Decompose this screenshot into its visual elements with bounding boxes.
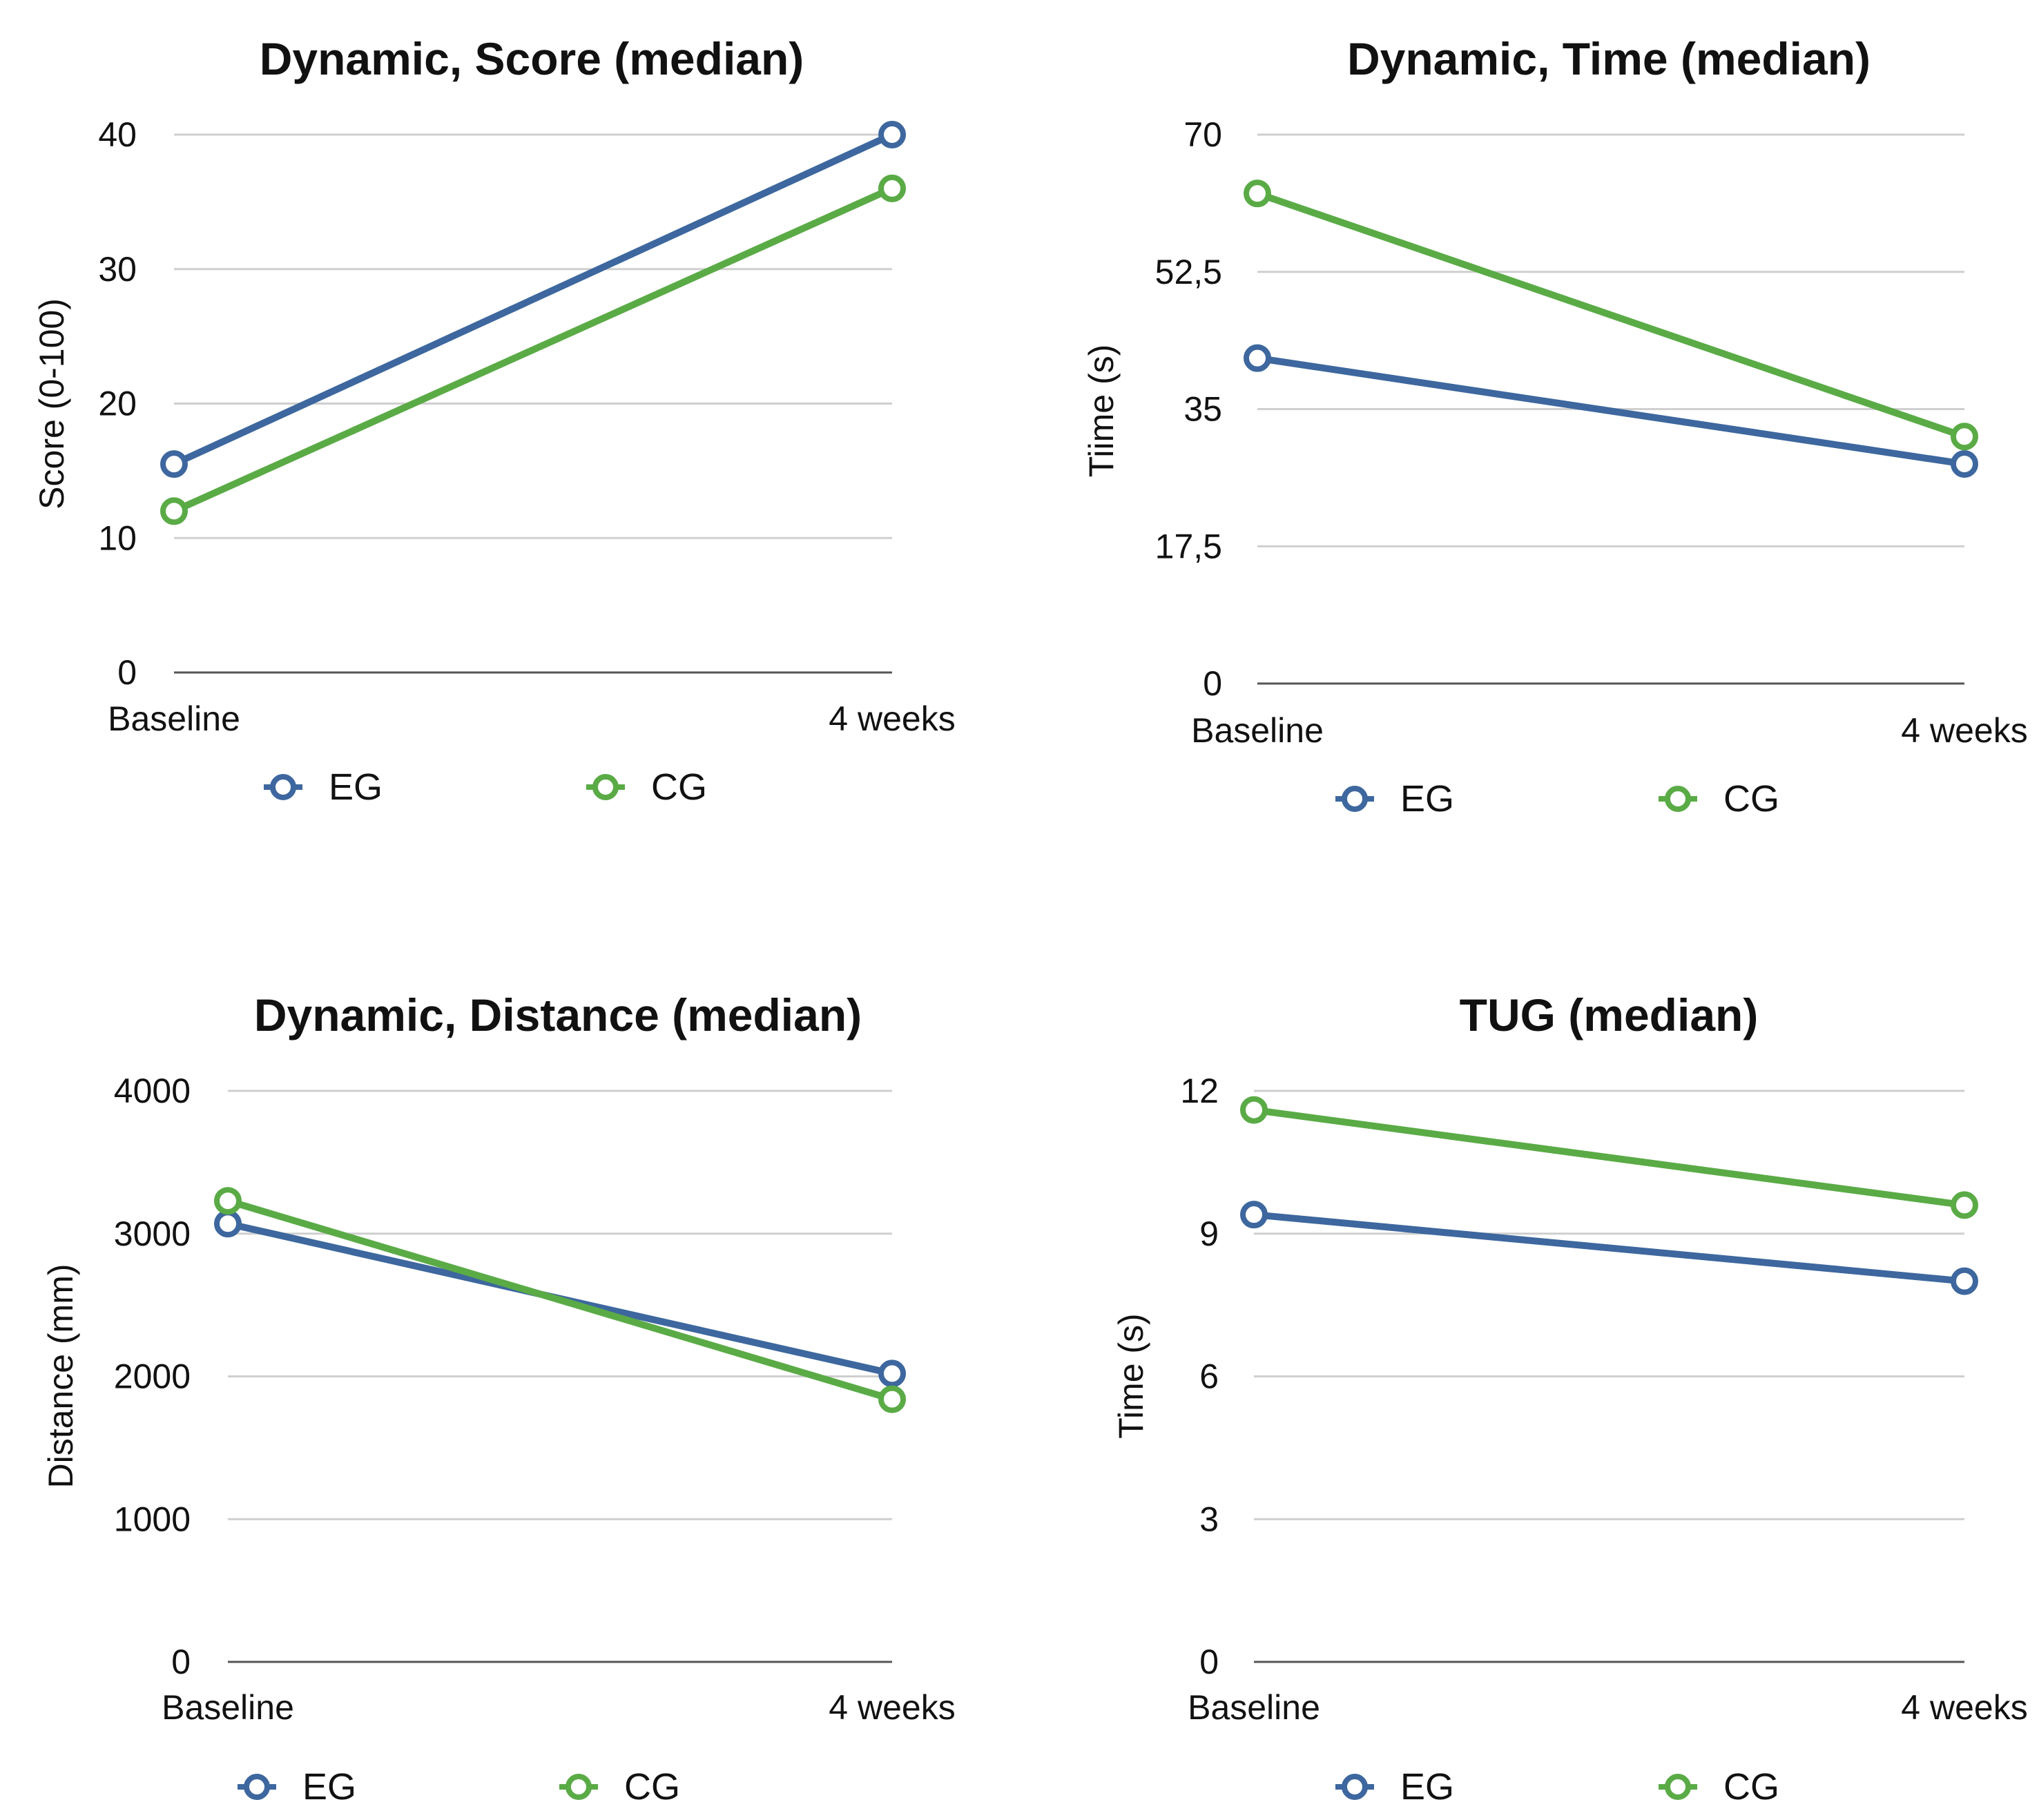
series-line-cg [226,1197,893,1403]
data-point-cg [214,1187,242,1215]
x-tick-label: 4 weeks [1901,1688,2027,1727]
y-tick-label: 3000 [114,1214,191,1253]
x-tick-label: 4 weeks [829,1688,955,1727]
data-point-cg [878,174,906,202]
legend-label-eg: EG [302,1766,356,1808]
y-tick-label: 3 [1199,1500,1219,1538]
data-point-cg [1951,423,1978,451]
y-tick-label: 9 [1199,1214,1219,1253]
data-point-eg [1951,450,1978,478]
data-point-eg [214,1210,242,1238]
y-tick-label: 0 [117,653,137,692]
legend-marker-eg [1342,1774,1368,1800]
data-point-cg [1240,1096,1268,1124]
y-tick-label: 52,5 [1155,253,1222,291]
chart-title: TUG (median) [1460,989,1759,1040]
x-tick-label: Baseline [162,1688,294,1727]
y-tick-label: 6 [1199,1357,1219,1396]
legend-label-cg: CG [624,1766,680,1808]
y-tick-label: 2000 [114,1357,191,1396]
chart-title: Dynamic, Score (median) [260,33,804,84]
data-point-eg [1951,1267,1978,1295]
chart-panel-dynamic-time: Dynamic, Time (median) 0 17,5 35 52,5 70 Tiime… [1082,33,2028,820]
legend-marker-cg [1665,1774,1691,1800]
legend-label-eg: EG [1400,1766,1454,1808]
data-point-cg [878,1385,906,1413]
y-tick-label: 12 [1180,1072,1219,1110]
y-tick-label: 17,5 [1155,527,1222,565]
y-tick-label: 10 [98,519,137,557]
data-point-cg [160,497,188,525]
legend-label-eg: EG [329,766,383,808]
legend-marker-cg [1665,786,1691,812]
series-line-eg [1257,354,1965,467]
x-tick-label: Baseline [108,699,240,738]
series-line-eg [172,131,894,467]
y-axis-label: Tiime (s) [1082,345,1121,478]
chart-panel-tug: TUG (median) 0 3 6 9 12 Time (s) Baseline 4 week… [1112,989,2028,1808]
y-tick-label: 4000 [114,1072,191,1110]
data-point-eg [1244,344,1271,372]
legend-marker-cg [592,774,619,800]
x-tick-label: 4 weeks [1901,711,2027,750]
data-point-cg [1244,180,1271,208]
series-line-cg [172,185,894,514]
y-tick-label: 0 [1203,664,1222,703]
y-tick-label: 30 [98,250,137,289]
legend-marker-eg [270,774,296,800]
data-point-eg [878,121,906,148]
data-point-cg [1951,1191,1978,1219]
y-tick-label: 0 [1199,1643,1219,1681]
y-tick-label: 1000 [114,1500,191,1538]
x-tick-label: Baseline [1191,711,1324,750]
data-point-eg [1240,1201,1268,1229]
x-tick-label: 4 weeks [829,699,955,738]
series-line-eg [1253,1211,1965,1285]
legend-label-cg: CG [1723,1766,1779,1808]
series-line-cg [1253,1106,1965,1209]
legend-label-cg: CG [1723,778,1779,820]
y-axis-label: Score (0-100) [32,298,71,510]
chart-panel-dynamic-score: Dynamic, Score (median) 0 10 20 30 40 Score (0… [32,33,956,808]
y-tick-label: 0 [171,1643,191,1681]
legend-marker-eg [244,1774,270,1800]
chart-title: Dynamic, Distance (median) [254,989,862,1040]
y-axis-label: Distance (mm) [41,1264,80,1488]
legend-label-eg: EG [1400,778,1454,820]
x-tick-label: Baseline [1188,1688,1320,1727]
legend-marker-cg [566,1774,592,1800]
y-tick-label: 70 [1183,115,1222,154]
y-axis-label: Time (s) [1112,1313,1150,1438]
chart-title: Dynamic, Time (median) [1347,33,1871,84]
series-line-cg [1256,190,1966,440]
data-point-eg [160,450,188,478]
legend-marker-eg [1342,786,1368,812]
data-point-eg [878,1359,906,1388]
y-tick-label: 20 [98,385,137,423]
y-tick-label: 40 [98,115,137,154]
legend-label-cg: CG [651,766,707,808]
chart-panel-dynamic-distance: Dynamic, Distance (median) 0 1000 2000 3000 4… [41,989,956,1808]
y-tick-label: 35 [1183,390,1222,429]
